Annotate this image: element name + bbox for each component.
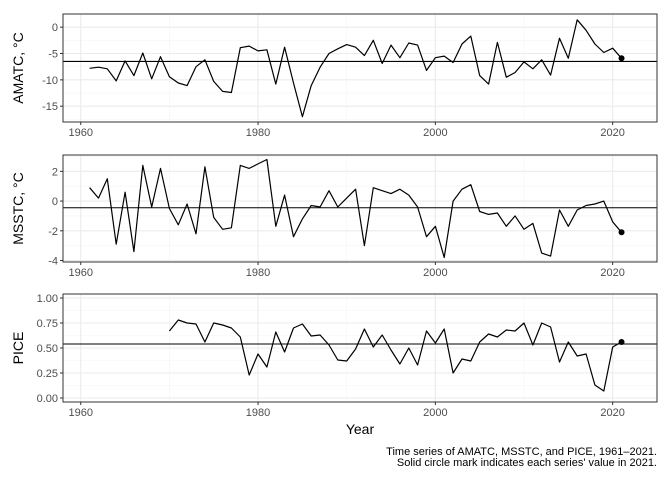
x-tick-label: 2020 [600, 407, 624, 419]
x-tick-label: 2000 [423, 127, 447, 139]
y-tick-label: -2 [48, 226, 58, 238]
y-tick-label: -10 [42, 75, 58, 87]
y-axis-title: MSSTC, °C [10, 172, 26, 245]
x-tick-label: 2000 [423, 407, 447, 419]
x-tick-label: 1960 [68, 407, 92, 419]
caption-line-1: Time series of AMATC, MSSTC, and PICE, 1… [386, 446, 657, 458]
x-tick-label: 1980 [246, 407, 270, 419]
x-axis-title: Year [346, 421, 375, 437]
y-axis-title: PICE [10, 332, 26, 365]
y-tick-label: 0 [52, 22, 58, 34]
y-tick-label: 0.75 [37, 318, 58, 330]
panel-border [62, 154, 658, 263]
x-tick-label: 1960 [68, 127, 92, 139]
y-axis-title: AMATC, °C [10, 32, 26, 103]
x-tick-label: 2020 [600, 127, 624, 139]
highlight-point-2021 [618, 55, 625, 62]
x-tick-label: 2000 [423, 267, 447, 279]
series-line [89, 19, 622, 118]
panel-border [62, 13, 658, 123]
highlight-point-2021 [618, 339, 625, 345]
highlight-point-2021 [618, 229, 625, 236]
panel-1: 0 -5 -10 -15 1960 1980 2000 2020 AMATC, °C [10, 13, 658, 139]
x-tick-label: 1960 [68, 267, 92, 279]
y-tick-label: -5 [48, 49, 58, 61]
x-tick-label: 2020 [600, 267, 624, 279]
x-tick-label: 1980 [246, 127, 270, 139]
y-tick-label: 0 [52, 196, 58, 208]
y-tick-label: -4 [48, 256, 58, 268]
y-tick-label: 0.25 [37, 368, 58, 380]
series-line [89, 158, 622, 259]
y-tick-label: 1.00 [37, 293, 58, 305]
caption-line-2: Solid circle mark indicates each series'… [397, 457, 657, 469]
series-line [168, 319, 622, 392]
panel-3: 1.00 0.75 0.50 0.25 0.00 1960 1980 2000 2020 PICE [10, 293, 658, 419]
y-tick-label: 0.50 [37, 343, 58, 355]
y-tick-label: -15 [42, 101, 58, 113]
y-tick-label: 2 [52, 166, 58, 178]
x-tick-label: 1980 [246, 267, 270, 279]
panel-2: 2 0 -2 -4 1960 1980 2000 2020 MSSTC, °C [10, 154, 658, 279]
y-tick-label: 0.00 [37, 393, 58, 405]
